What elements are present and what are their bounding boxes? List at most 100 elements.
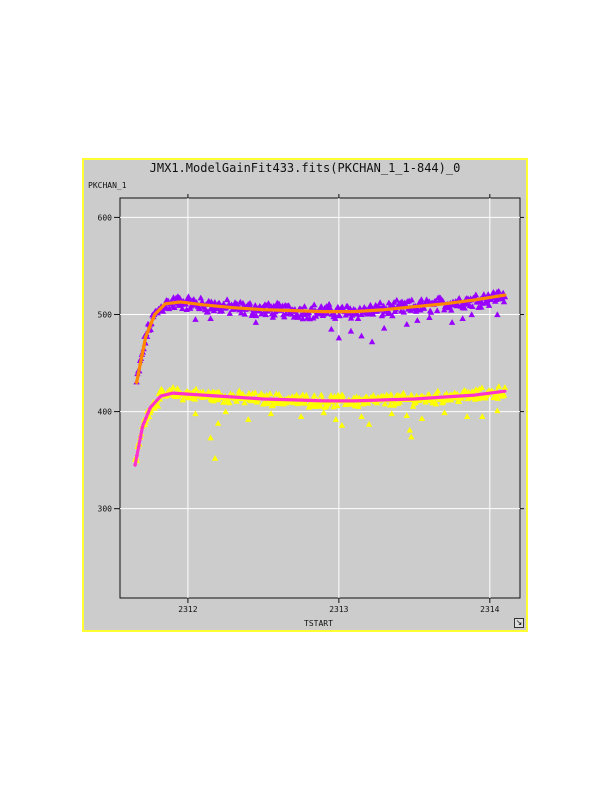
data-point xyxy=(342,311,350,318)
data-point-outlier xyxy=(494,311,501,318)
fit-marker xyxy=(140,425,145,430)
data-point-outlier xyxy=(365,421,373,427)
data-point xyxy=(199,388,207,395)
data-point-outlier xyxy=(347,327,355,334)
data-point-outlier xyxy=(207,315,214,321)
data-point xyxy=(197,294,204,301)
data-point-outlier xyxy=(408,433,415,440)
data-point xyxy=(233,397,240,404)
fit-marker xyxy=(145,411,150,416)
fit-marker xyxy=(141,343,146,348)
data-point xyxy=(226,399,233,406)
data-point xyxy=(266,390,274,397)
data-point-outlier xyxy=(267,410,275,417)
data-point-outlier xyxy=(479,413,486,420)
data-point xyxy=(241,310,248,317)
fit-marker xyxy=(138,435,143,440)
data-point-outlier xyxy=(426,314,433,320)
fit-marker xyxy=(142,420,147,425)
data-point xyxy=(494,395,502,401)
data-point xyxy=(236,387,243,394)
data-point xyxy=(331,310,338,317)
data-point-outlier xyxy=(252,319,260,325)
data-point xyxy=(447,396,455,403)
data-point xyxy=(495,287,502,294)
data-point-outlier xyxy=(403,412,410,419)
data-point xyxy=(325,300,333,307)
data-point xyxy=(369,310,377,317)
data-point xyxy=(184,394,192,401)
fit-marker xyxy=(136,444,141,449)
data-point-outlier xyxy=(368,338,376,345)
data-point xyxy=(434,387,442,394)
data-point xyxy=(339,391,346,398)
data-point-outlier xyxy=(320,409,327,416)
data-point xyxy=(336,312,343,319)
x-tick-label: 2313 xyxy=(329,605,348,614)
data-point-outlier xyxy=(358,332,365,339)
resize-handle-icon[interactable]: ↘ xyxy=(514,618,524,628)
data-point-outlier xyxy=(388,410,395,417)
data-point xyxy=(468,394,475,400)
y-tick-label: 400 xyxy=(98,408,113,417)
data-point xyxy=(448,306,455,313)
data-point xyxy=(196,305,204,312)
fit-marker xyxy=(149,321,154,326)
x-tick-label: 2314 xyxy=(480,605,499,614)
data-point xyxy=(295,313,302,320)
data-point xyxy=(480,291,488,297)
data-point-outlier xyxy=(207,434,214,441)
data-point xyxy=(334,402,341,409)
data-point xyxy=(477,303,485,310)
data-point xyxy=(252,312,260,319)
data-point-outlier xyxy=(406,426,414,433)
y-tick-label: 300 xyxy=(98,505,113,514)
data-point xyxy=(162,303,169,309)
data-point xyxy=(192,385,200,392)
data-point-outlier xyxy=(222,408,229,415)
data-point xyxy=(355,403,362,409)
data-point xyxy=(434,307,441,314)
fit-marker xyxy=(143,334,148,339)
data-point xyxy=(485,302,493,308)
data-point xyxy=(469,303,476,309)
data-point-outlier xyxy=(463,413,471,420)
data-point xyxy=(432,400,440,407)
data-point xyxy=(169,383,177,390)
chart-title: JMX1.ModelGainFit433.fits(PKCHAN_1_1-844… xyxy=(149,161,461,175)
data-point xyxy=(275,391,283,397)
y-tick-label: 600 xyxy=(98,213,113,222)
data-point-outlier xyxy=(448,319,456,325)
data-point xyxy=(185,293,192,300)
data-point xyxy=(500,298,508,305)
data-point xyxy=(425,391,433,397)
data-point xyxy=(441,306,448,313)
y-tick-label: 500 xyxy=(98,311,113,320)
data-point xyxy=(400,389,407,396)
data-point xyxy=(211,299,219,305)
data-point xyxy=(299,315,306,322)
data-point xyxy=(332,315,339,321)
data-point xyxy=(190,296,197,302)
data-point xyxy=(265,300,272,306)
data-point xyxy=(311,392,318,398)
data-point xyxy=(461,304,468,311)
data-point xyxy=(312,312,320,319)
data-point xyxy=(269,401,276,408)
data-point xyxy=(241,399,248,406)
data-point xyxy=(220,300,227,307)
data-point xyxy=(427,308,435,315)
data-point-outlier xyxy=(192,410,199,417)
data-point xyxy=(151,404,158,411)
data-point-outlier xyxy=(328,325,335,332)
data-point xyxy=(354,310,361,317)
data-point xyxy=(214,305,221,312)
data-point xyxy=(381,400,389,407)
data-point-outlier xyxy=(214,420,222,426)
data-point xyxy=(418,296,425,302)
data-point xyxy=(417,306,424,313)
fit-line xyxy=(135,293,507,385)
data-point-outlier xyxy=(403,321,410,327)
data-point xyxy=(455,398,463,404)
data-point xyxy=(318,391,325,398)
